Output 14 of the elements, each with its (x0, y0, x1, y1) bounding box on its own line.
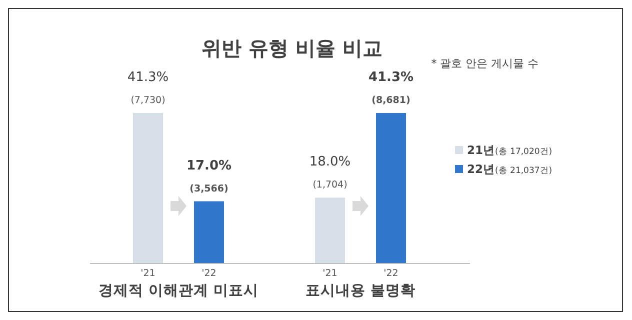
legend-label: 21년(총 17,020건) (467, 143, 552, 157)
text: 표시내용 불명확 (305, 283, 416, 299)
data-label: 17.0% (3,566) (186, 158, 232, 194)
legend-label: 22년(총 21,037건) (467, 162, 552, 176)
text: 경제적 이해관계 미표시 (98, 283, 259, 299)
data-label: 18.0% (1,704) (309, 154, 351, 191)
text: * 괄호 안은 게시물 수 (431, 57, 539, 70)
data-label: 41.3% (8,681) (368, 70, 414, 106)
x-tick-label: '22 (202, 268, 216, 279)
chart-title: 위반 유형 비율 비교 (202, 36, 382, 60)
data-label: 41.3% (7,730) (127, 70, 169, 106)
x-tick-label: '21 (322, 268, 338, 279)
x-tick-label: '22 (384, 268, 398, 279)
x-tick-label: '21 (140, 268, 156, 279)
